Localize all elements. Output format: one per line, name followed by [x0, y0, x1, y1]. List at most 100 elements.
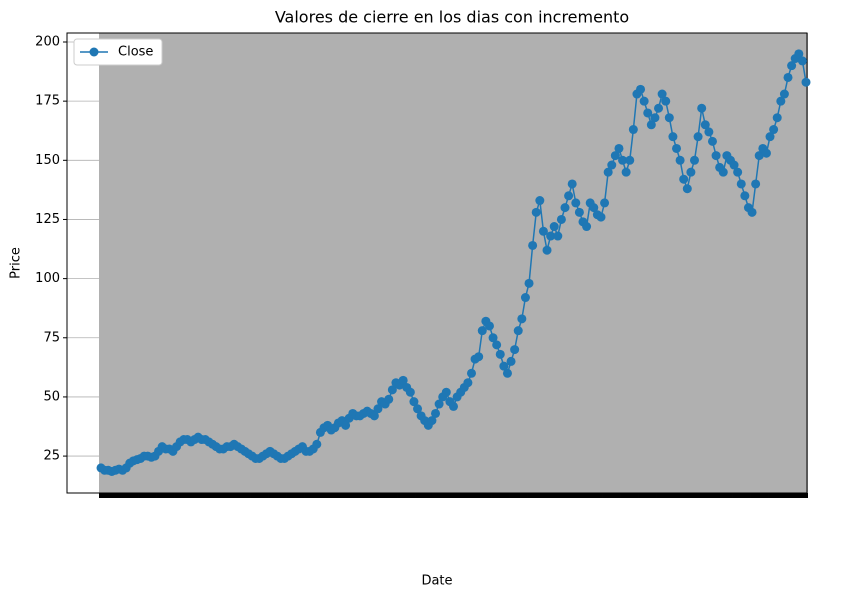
- data-point: [341, 420, 351, 430]
- data-point: [797, 56, 807, 66]
- data-point: [628, 125, 638, 135]
- y-tick-label: 100: [35, 271, 60, 286]
- chart-title: Valores de cierre en los dias con increm…: [275, 8, 629, 27]
- x-axis-label: Date: [421, 574, 452, 589]
- data-point: [779, 89, 789, 99]
- data-point: [560, 203, 570, 213]
- data-point: [643, 108, 653, 118]
- data-point: [477, 326, 487, 336]
- data-point: [776, 96, 786, 106]
- data-point: [517, 314, 527, 324]
- data-point: [765, 132, 775, 142]
- data-point: [693, 132, 703, 142]
- data-point: [499, 361, 509, 371]
- data-point: [571, 198, 581, 208]
- data-point: [398, 375, 408, 385]
- data-point: [549, 222, 559, 232]
- data-point: [312, 439, 322, 449]
- data-point: [675, 155, 685, 165]
- legend-label: Close: [118, 45, 153, 60]
- data-point: [484, 321, 494, 331]
- data-point: [449, 401, 458, 411]
- legend-marker: [89, 47, 99, 57]
- y-tick-label: 150: [35, 153, 60, 168]
- data-point: [607, 160, 617, 170]
- data-point: [736, 179, 746, 189]
- data-point: [520, 293, 530, 303]
- data-point: [657, 89, 667, 99]
- data-point: [679, 174, 689, 184]
- data-point: [574, 207, 584, 217]
- data-point: [510, 345, 520, 355]
- data-point: [761, 148, 771, 158]
- data-point: [441, 387, 451, 397]
- data-point: [474, 352, 484, 362]
- data-point: [556, 214, 566, 224]
- data-point: [600, 198, 610, 208]
- data-point: [707, 136, 717, 146]
- data-point: [618, 155, 628, 165]
- data-point: [772, 113, 782, 123]
- data-point: [466, 368, 476, 378]
- data-point: [704, 127, 714, 137]
- data-point: [492, 340, 502, 350]
- data-point: [495, 349, 505, 359]
- data-point: [740, 191, 750, 201]
- data-point: [650, 113, 660, 123]
- data-point: [431, 408, 441, 418]
- data-point: [542, 245, 552, 255]
- data-point: [582, 222, 592, 232]
- data-point: [506, 356, 516, 366]
- y-tick-label: 50: [43, 389, 60, 404]
- data-point: [661, 96, 671, 106]
- data-point: [783, 72, 793, 82]
- data-point: [689, 155, 699, 165]
- data-point: [535, 196, 545, 206]
- data-point: [564, 191, 574, 201]
- y-tick-label: 25: [43, 449, 60, 464]
- data-point: [603, 167, 613, 177]
- data-point: [639, 96, 649, 106]
- data-point: [754, 151, 764, 161]
- data-point: [610, 151, 620, 161]
- data-point: [668, 132, 678, 142]
- data-point: [387, 385, 397, 395]
- data-point: [729, 160, 739, 170]
- data-point: [405, 387, 415, 397]
- data-point: [621, 167, 631, 177]
- data-point: [801, 77, 811, 87]
- data-point: [567, 179, 577, 189]
- data-point: [697, 103, 707, 113]
- data-point: [664, 113, 674, 123]
- data-point: [751, 179, 761, 189]
- data-point: [413, 404, 423, 414]
- grid: [67, 33, 808, 493]
- data-point: [625, 155, 635, 165]
- data-point: [538, 226, 548, 236]
- data-point: [524, 278, 534, 288]
- data-point: [672, 143, 682, 153]
- data-point: [794, 49, 804, 59]
- data-point: [589, 203, 599, 213]
- data-point: [711, 151, 721, 161]
- y-axis-label: Price: [9, 247, 24, 279]
- y-tick-label: 175: [35, 94, 60, 109]
- data-point: [434, 399, 444, 409]
- data-point: [654, 103, 664, 113]
- data-point: [614, 143, 624, 153]
- data-point: [409, 397, 419, 407]
- data-point: [546, 231, 556, 241]
- data-point: [513, 326, 523, 336]
- data-point: [531, 207, 541, 217]
- y-tick-label: 75: [43, 330, 60, 345]
- data-point: [384, 394, 394, 404]
- data-point: [502, 368, 512, 378]
- data-point: [369, 411, 379, 421]
- data-point: [700, 120, 710, 130]
- data-point: [373, 404, 383, 414]
- data-point: [769, 125, 779, 135]
- data-point: [747, 207, 757, 217]
- y-tick-label: 125: [35, 212, 60, 227]
- data-point: [733, 167, 743, 177]
